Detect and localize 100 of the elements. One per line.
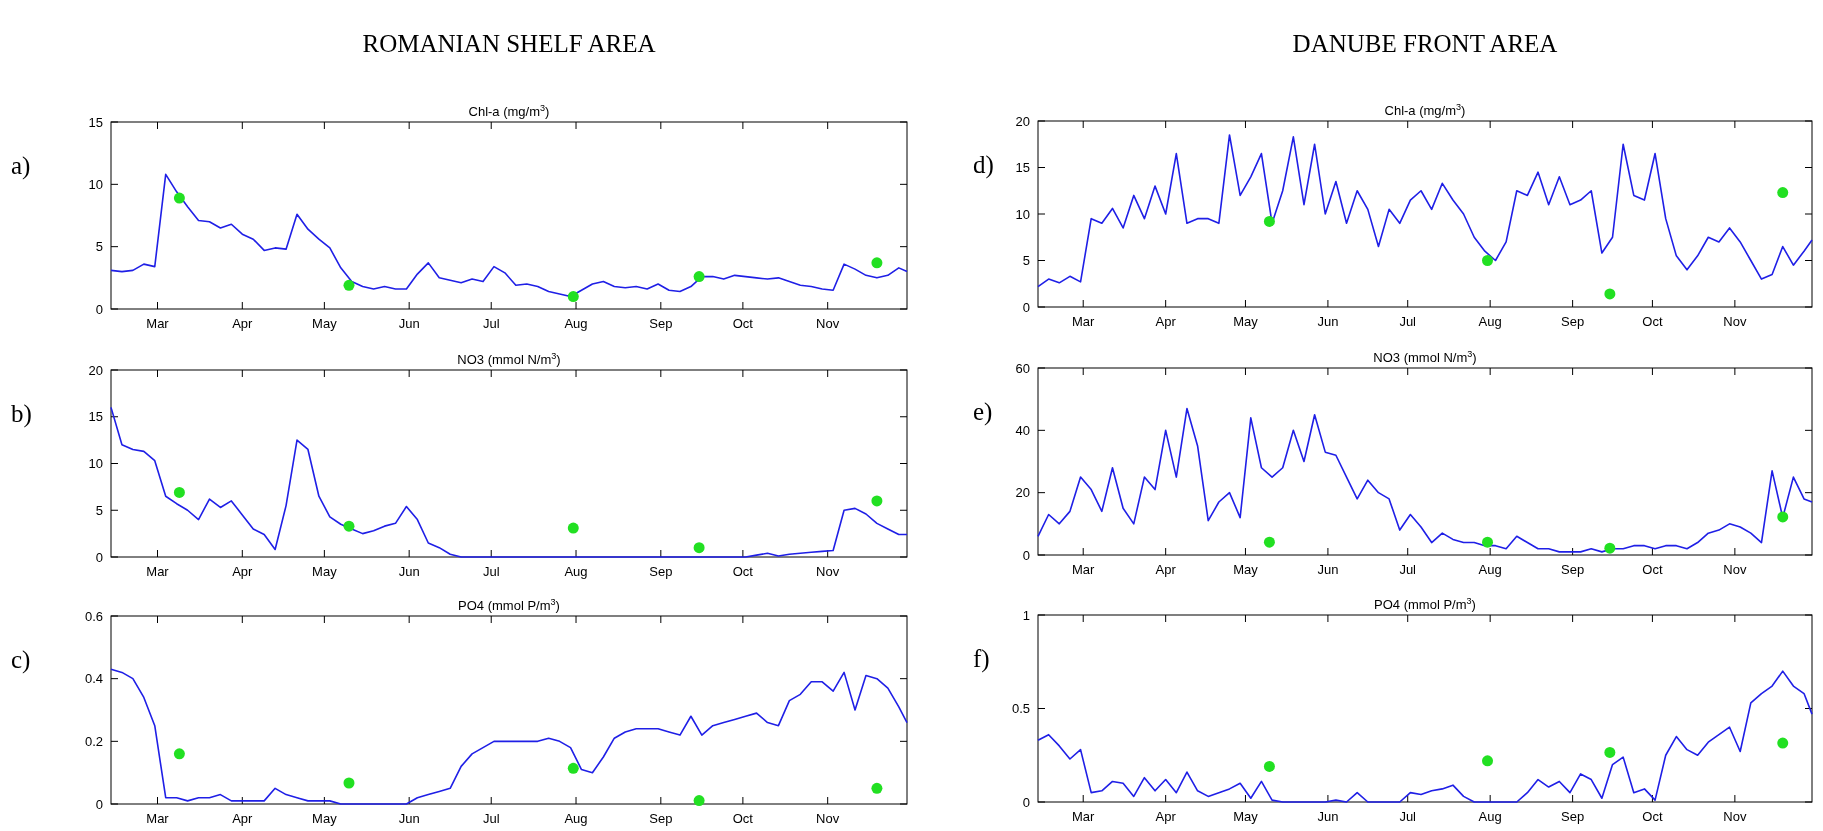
y-tick-label: 15 <box>1015 160 1030 175</box>
y-tick-label: 20 <box>1015 113 1030 129</box>
x-tick-label: Jun <box>1317 562 1339 577</box>
text: e) <box>973 398 993 426</box>
point <box>1604 542 1616 554</box>
x-tick-label: Nov <box>1723 562 1747 577</box>
point <box>1482 536 1494 548</box>
text: c) <box>11 646 31 674</box>
chart-subtitle: DANUBE FRONT AREA <box>1292 30 1558 57</box>
y-tick-label: 0 <box>1022 547 1030 563</box>
chart-title: NO3 (mmol N/m$^{3}$) <box>457 351 561 367</box>
x-tick-label: Oct <box>1642 809 1663 824</box>
y-tick-label: 0 <box>1022 794 1030 810</box>
point <box>1482 755 1494 767</box>
x-tick-label: Nov <box>1723 809 1747 824</box>
x-tick-label: May <box>1233 809 1259 824</box>
point <box>1604 746 1616 758</box>
x-tick-label: Jun <box>1317 809 1339 824</box>
x-tick-label: Mar <box>146 564 170 579</box>
point <box>693 271 705 283</box>
point <box>871 257 883 269</box>
y-tick-label: 1 <box>1022 607 1030 623</box>
y-tick-label: 0.4 <box>84 671 103 687</box>
text: a) <box>11 152 31 180</box>
point <box>871 495 883 507</box>
x-tick-label: Jun <box>398 811 420 826</box>
text: b) <box>11 400 32 428</box>
chart-title: Chl-a (mg/m$^{3}$) <box>1384 102 1466 118</box>
point <box>693 795 705 807</box>
x-tick-label: Oct <box>1642 314 1663 329</box>
x-tick-label: Nov <box>816 316 840 331</box>
y-tick-label: 60 <box>1015 360 1030 376</box>
point <box>1777 737 1789 749</box>
chart-title: PO4 (mmol P/m$^{3}$) <box>1374 596 1476 612</box>
x-tick-label: Mar <box>1072 562 1096 577</box>
x-tick-label: Apr <box>232 316 254 331</box>
x-tick-label: May <box>1233 314 1259 329</box>
x-tick-label: Apr <box>232 564 254 579</box>
point <box>343 520 355 532</box>
x-tick-label: Aug <box>1478 809 1502 824</box>
y-tick-label: 0 <box>95 549 103 565</box>
x-tick-label: Sep <box>1561 562 1585 577</box>
x-tick-label: May <box>312 564 338 579</box>
x-tick-label: Jul <box>482 811 500 826</box>
x-tick-label: May <box>312 811 338 826</box>
x-tick-label: Mar <box>1072 314 1096 329</box>
x-tick-label: Mar <box>146 811 170 826</box>
x-tick-label: Aug <box>1478 314 1502 329</box>
y-tick-label: 0.2 <box>84 733 103 749</box>
x-tick-label: Nov <box>816 564 840 579</box>
chart-title: PO4 (mmol P/m$^{3}$) <box>458 597 560 613</box>
y-tick-label: 0 <box>95 796 103 812</box>
x-tick-label: May <box>1233 562 1259 577</box>
x-tick-label: Mar <box>146 316 170 331</box>
y-tick-label: 5 <box>95 239 103 255</box>
x-tick-label: Nov <box>816 811 840 826</box>
x-tick-label: Aug <box>1478 562 1502 577</box>
chart-subtitle: ROMANIAN SHELF AREA <box>362 30 656 57</box>
y-tick-label: 0 <box>95 301 103 317</box>
y-tick-label: 20 <box>88 362 103 378</box>
x-tick-label: Jun <box>398 564 420 579</box>
x-tick-label: Jul <box>1399 314 1417 329</box>
point <box>173 487 185 498</box>
y-tick-label: 40 <box>1015 422 1030 438</box>
point <box>1777 187 1789 199</box>
point <box>1777 511 1789 523</box>
y-tick-label: 0.6 <box>84 608 103 624</box>
x-tick-label: Mar <box>1072 809 1096 824</box>
x-tick-label: Apr <box>232 811 254 826</box>
x-tick-label: Sep <box>649 564 673 579</box>
y-tick-label: 10 <box>88 176 103 192</box>
y-tick-label: 5 <box>1022 253 1030 268</box>
x-tick-label: Jul <box>482 316 500 331</box>
text: f) <box>973 645 990 673</box>
point <box>693 542 705 554</box>
point <box>1482 255 1494 266</box>
x-tick-label: Jul <box>482 564 500 579</box>
y-tick-label: 0.5 <box>1011 701 1030 716</box>
point <box>871 782 883 794</box>
text: d) <box>973 151 994 179</box>
point <box>1263 536 1275 548</box>
point <box>567 762 579 774</box>
point <box>1263 760 1275 772</box>
point <box>173 748 185 760</box>
y-tick-label: 10 <box>88 456 103 471</box>
point <box>343 777 355 789</box>
point <box>1263 215 1275 227</box>
chart-title: NO3 (mmol N/m$^{3}$) <box>1373 349 1477 365</box>
x-tick-label: Aug <box>564 811 588 826</box>
x-tick-label: Aug <box>564 316 588 331</box>
x-tick-label: May <box>312 316 338 331</box>
x-tick-label: Aug <box>564 564 588 579</box>
y-tick-label: 5 <box>95 502 103 518</box>
x-tick-label: Sep <box>649 811 673 826</box>
x-tick-label: Nov <box>1723 314 1747 329</box>
point <box>343 279 355 291</box>
x-tick-label: Oct <box>732 811 754 826</box>
x-tick-label: Jul <box>1399 809 1417 824</box>
x-tick-label: Oct <box>732 316 754 331</box>
y-tick-label: 10 <box>1015 206 1030 222</box>
